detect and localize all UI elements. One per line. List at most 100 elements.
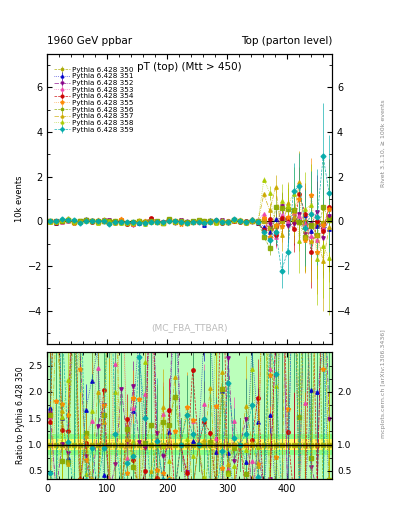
Bar xyxy=(309,434,314,455)
Bar xyxy=(95,434,101,455)
Bar xyxy=(196,439,202,450)
Bar xyxy=(189,439,196,450)
Text: Top (parton level): Top (parton level) xyxy=(241,36,332,46)
Bar xyxy=(136,439,142,450)
Bar xyxy=(83,434,89,455)
Bar xyxy=(219,439,225,450)
Bar xyxy=(47,434,53,455)
Text: Rivet 3.1.10, ≥ 100k events: Rivet 3.1.10, ≥ 100k events xyxy=(381,99,386,187)
Bar xyxy=(320,434,326,455)
Bar xyxy=(130,434,136,455)
Bar xyxy=(314,434,320,455)
Bar xyxy=(314,439,320,450)
Bar xyxy=(279,439,285,450)
Bar xyxy=(249,439,255,450)
Bar xyxy=(112,434,118,455)
Bar xyxy=(279,434,285,455)
Bar xyxy=(273,434,279,455)
Bar xyxy=(136,434,142,455)
Bar xyxy=(225,434,231,455)
Bar xyxy=(237,434,243,455)
Bar xyxy=(178,434,184,455)
Bar xyxy=(285,434,290,455)
Bar xyxy=(231,439,237,450)
Bar xyxy=(124,434,130,455)
Bar xyxy=(290,434,296,455)
Bar xyxy=(166,439,172,450)
Bar xyxy=(285,439,290,450)
Bar xyxy=(142,439,148,450)
Bar xyxy=(267,439,273,450)
Text: mcplots.cern.ch [arXiv:1306.3436]: mcplots.cern.ch [arXiv:1306.3436] xyxy=(381,330,386,438)
Bar xyxy=(249,434,255,455)
Bar xyxy=(59,439,65,450)
Bar xyxy=(112,439,118,450)
Bar xyxy=(166,434,172,455)
Bar xyxy=(154,434,160,455)
Bar xyxy=(71,434,77,455)
Bar xyxy=(243,439,249,450)
Bar xyxy=(148,434,154,455)
Bar xyxy=(118,434,124,455)
Bar xyxy=(213,439,219,450)
Bar xyxy=(83,439,89,450)
Bar xyxy=(208,439,213,450)
Bar xyxy=(160,439,166,450)
Bar xyxy=(124,439,130,450)
Bar xyxy=(107,439,112,450)
Bar xyxy=(172,434,178,455)
Bar xyxy=(77,434,83,455)
Bar xyxy=(231,434,237,455)
Bar xyxy=(184,439,189,450)
Bar xyxy=(290,439,296,450)
Text: (MC_FBA_TTBAR): (MC_FBA_TTBAR) xyxy=(151,324,228,332)
Bar xyxy=(320,439,326,450)
Bar xyxy=(95,439,101,450)
Bar xyxy=(160,434,166,455)
Bar xyxy=(255,439,261,450)
Bar xyxy=(142,434,148,455)
Bar xyxy=(53,439,59,450)
Bar xyxy=(243,434,249,455)
Bar xyxy=(208,434,213,455)
Bar xyxy=(71,439,77,450)
Bar xyxy=(326,434,332,455)
Bar xyxy=(178,439,184,450)
Bar xyxy=(225,439,231,450)
Bar xyxy=(196,434,202,455)
Bar xyxy=(296,439,302,450)
Y-axis label: Ratio to Pythia 6.428 350: Ratio to Pythia 6.428 350 xyxy=(16,367,25,464)
Bar xyxy=(89,439,95,450)
Bar xyxy=(219,434,225,455)
Bar xyxy=(118,439,124,450)
Bar xyxy=(255,434,261,455)
Bar xyxy=(202,434,208,455)
Bar xyxy=(65,439,71,450)
Bar xyxy=(296,434,302,455)
Bar xyxy=(65,434,71,455)
Bar xyxy=(172,439,178,450)
Bar xyxy=(77,439,83,450)
Bar xyxy=(267,434,273,455)
Legend: Pythia 6.428 350, Pythia 6.428 351, Pythia 6.428 352, Pythia 6.428 353, Pythia 6: Pythia 6.428 350, Pythia 6.428 351, Pyth… xyxy=(53,66,135,133)
Bar xyxy=(273,439,279,450)
Bar xyxy=(154,439,160,450)
Text: pT (top) (Mtt > 450): pT (top) (Mtt > 450) xyxy=(137,62,242,73)
Bar xyxy=(302,439,309,450)
Bar xyxy=(53,434,59,455)
Bar xyxy=(302,434,309,455)
Bar xyxy=(309,439,314,450)
Bar xyxy=(130,439,136,450)
Bar xyxy=(237,439,243,450)
Bar xyxy=(202,439,208,450)
Bar xyxy=(101,439,107,450)
Bar xyxy=(59,434,65,455)
Bar xyxy=(326,439,332,450)
Bar xyxy=(148,439,154,450)
Text: 1960 GeV ppbar: 1960 GeV ppbar xyxy=(47,36,132,46)
Bar xyxy=(184,434,189,455)
Bar xyxy=(107,434,112,455)
Bar xyxy=(89,434,95,455)
Bar xyxy=(213,434,219,455)
Bar xyxy=(261,439,267,450)
